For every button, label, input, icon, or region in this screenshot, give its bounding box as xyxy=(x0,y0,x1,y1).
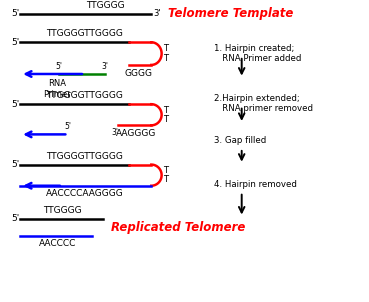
Text: 3': 3' xyxy=(102,62,108,71)
Text: 1. Hairpin created;
   RNA Primer added: 1. Hairpin created; RNA Primer added xyxy=(214,44,301,63)
Text: 5': 5' xyxy=(56,62,62,71)
Text: T: T xyxy=(163,115,168,124)
Text: 5': 5' xyxy=(11,214,19,223)
Text: 2.Hairpin extended;
   RNA primer removed: 2.Hairpin extended; RNA primer removed xyxy=(214,94,313,113)
Text: 5': 5' xyxy=(11,160,19,169)
Text: TTGGGGTTGGGG: TTGGGGTTGGGG xyxy=(46,29,123,38)
Text: AAGGGG: AAGGGG xyxy=(116,129,157,138)
Text: AACCCC: AACCCC xyxy=(38,239,76,248)
Text: 4. Hairpin removed: 4. Hairpin removed xyxy=(214,180,297,189)
Text: TTGGGG: TTGGGG xyxy=(86,1,124,10)
Text: 3': 3' xyxy=(153,9,161,18)
Text: T: T xyxy=(163,175,168,184)
Text: 5': 5' xyxy=(11,100,19,109)
Text: 5': 5' xyxy=(11,38,19,47)
Text: T: T xyxy=(163,106,168,115)
Text: T: T xyxy=(163,166,168,175)
Text: T: T xyxy=(163,44,168,53)
Text: RNA
Primer: RNA Primer xyxy=(43,79,71,99)
Text: 5': 5' xyxy=(11,9,19,18)
Text: Replicated Telomere: Replicated Telomere xyxy=(111,221,245,234)
Text: TTGGGGTTGGGG: TTGGGGTTGGGG xyxy=(46,152,123,161)
Text: TTGGGGTTGGGG: TTGGGGTTGGGG xyxy=(46,91,123,100)
Text: AACCCCAAGGGG: AACCCCAAGGGG xyxy=(46,189,124,198)
Text: T: T xyxy=(163,54,168,63)
Text: 3': 3' xyxy=(111,128,118,137)
Text: 5': 5' xyxy=(65,122,72,131)
Text: GGGG: GGGG xyxy=(124,69,152,78)
Text: Telomere Template: Telomere Template xyxy=(168,7,293,20)
Text: TTGGGG: TTGGGG xyxy=(44,206,82,215)
Text: 3. Gap filled: 3. Gap filled xyxy=(214,136,266,145)
